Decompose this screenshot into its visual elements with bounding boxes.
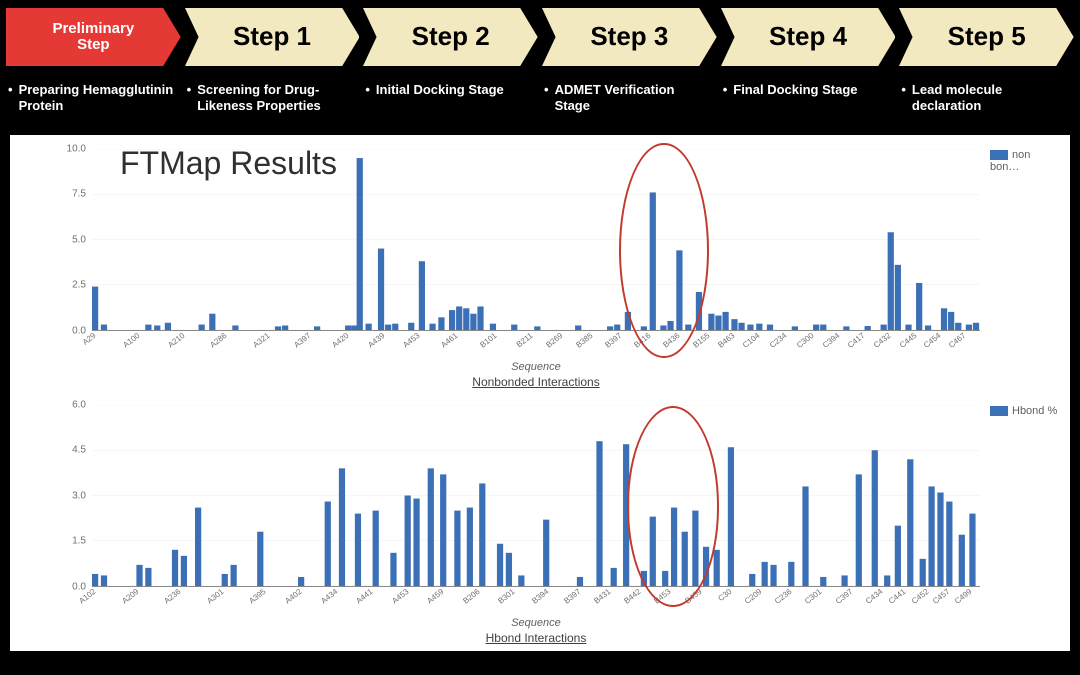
y-tick: 1.5 <box>56 536 86 547</box>
x-tick: B397 <box>562 587 582 606</box>
x-tick: A439 <box>366 331 386 350</box>
x-tick: B397 <box>603 331 623 350</box>
step-desc-3: ADMET Verification Stage <box>542 78 717 121</box>
chart-title: Nonbonded Interactions <box>92 375 980 389</box>
y-tick: 2.5 <box>56 280 86 291</box>
x-tick: B463 <box>717 331 737 350</box>
x-tick: A420 <box>330 331 350 350</box>
x-tick: B453 <box>653 587 673 606</box>
x-tick: C30 <box>716 587 733 603</box>
y-tick: 0.0 <box>56 325 86 336</box>
step-chevron-5: Step 5 <box>899 8 1074 66</box>
x-tick: B101 <box>479 331 499 350</box>
step-desc-2: Initial Docking Stage <box>363 78 538 121</box>
x-tick: C445 <box>897 331 918 350</box>
x-tick: B211 <box>515 331 535 349</box>
x-tick: C394 <box>821 331 842 350</box>
x-tick: A441 <box>354 587 374 606</box>
x-tick: C467 <box>947 331 968 350</box>
x-tick: B459 <box>683 587 703 606</box>
x-tick: B385 <box>575 331 595 350</box>
x-tick: B436 <box>662 331 682 350</box>
step-desc-1: Screening for Drug- Likeness Properties <box>185 78 360 121</box>
x-tick: C499 <box>952 587 973 606</box>
chart-title: Hbond Interactions <box>92 631 980 645</box>
workflow-steps-row: PreliminaryStepStep 1Step 2Step 3Step 4S… <box>0 0 1080 78</box>
charts-panel: FTMap Results 0.02.55.07.510.0 A29A100A2… <box>8 133 1072 653</box>
x-tick: C300 <box>794 331 815 350</box>
step-desc-0: Preparing Hemagglutinin Protein <box>6 78 181 121</box>
x-tick: C452 <box>910 587 931 606</box>
x-tick: A286 <box>209 331 229 350</box>
y-tick: 7.5 <box>56 189 86 200</box>
x-tick: A395 <box>248 587 268 606</box>
x-tick: C209 <box>743 587 764 606</box>
panel-title: FTMap Results <box>120 145 337 182</box>
y-tick: 0.0 <box>56 581 86 592</box>
y-tick: 3.0 <box>56 490 86 501</box>
x-tick: C454 <box>922 331 943 350</box>
y-tick: 4.5 <box>56 445 86 456</box>
x-axis-title: Sequence <box>92 361 980 373</box>
legend: Hbond % <box>990 405 1060 418</box>
x-tick: B206 <box>461 587 481 606</box>
x-tick: C301 <box>803 587 824 606</box>
step-chevron-3: Step 3 <box>542 8 717 66</box>
x-tick: B431 <box>592 587 612 606</box>
x-tick: B394 <box>530 587 550 606</box>
x-tick: B416 <box>632 331 652 350</box>
legend-label: Hbond % <box>1012 405 1057 417</box>
x-tick: C434 <box>864 587 885 606</box>
x-tick: A236 <box>163 587 183 606</box>
workflow-descriptions-row: Preparing Hemagglutinin ProteinScreening… <box>0 78 1080 127</box>
x-tick: A402 <box>283 587 303 606</box>
x-tick: A100 <box>122 331 142 350</box>
y-tick: 5.0 <box>56 234 86 245</box>
x-tick: B442 <box>622 587 642 606</box>
x-tick: A209 <box>120 587 140 606</box>
x-tick: C234 <box>768 331 789 350</box>
x-tick: B301 <box>496 587 516 606</box>
x-tick: C432 <box>872 331 893 350</box>
y-tick: 10.0 <box>56 143 86 154</box>
step-desc-5: Lead molecule declaration <box>899 78 1074 121</box>
legend: non bon… <box>990 149 1060 174</box>
x-tick: C397 <box>833 587 854 606</box>
x-tick: B155 <box>692 331 712 350</box>
x-tick: A321 <box>251 331 271 350</box>
x-tick: C236 <box>773 587 794 606</box>
x-tick: A453 <box>390 587 410 606</box>
y-tick: 6.0 <box>56 399 86 410</box>
x-axis-title: Sequence <box>92 617 980 629</box>
x-tick: C441 <box>887 587 908 606</box>
x-tick: C417 <box>846 331 867 350</box>
x-tick: A397 <box>292 331 312 350</box>
step-chevron-4: Step 4 <box>721 8 896 66</box>
chart-hbond: 0.01.53.04.56.0 A102A209A236A301A395A402… <box>20 397 1060 647</box>
x-tick: A461 <box>440 331 460 350</box>
step-chevron-0: PreliminaryStep <box>6 8 181 66</box>
x-tick: A301 <box>205 587 225 606</box>
x-tick: A459 <box>425 587 445 606</box>
x-tick: A434 <box>319 587 339 606</box>
step-chevron-2: Step 2 <box>363 8 538 66</box>
x-tick: A453 <box>401 331 421 350</box>
step-chevron-1: Step 1 <box>185 8 360 66</box>
x-tick: C104 <box>741 331 762 350</box>
step-desc-4: Final Docking Stage <box>721 78 896 121</box>
x-tick: B269 <box>544 331 564 350</box>
x-tick: C457 <box>931 587 952 606</box>
x-tick: A210 <box>166 331 186 350</box>
